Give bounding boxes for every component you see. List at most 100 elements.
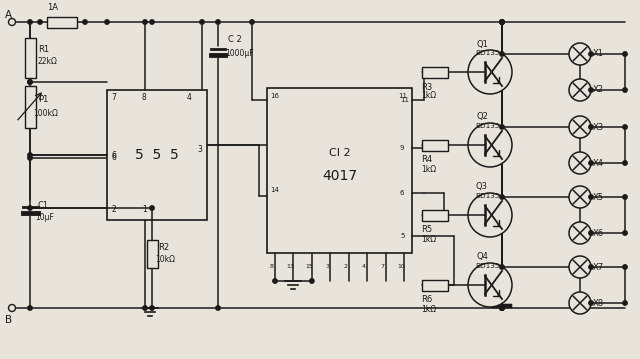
Circle shape bbox=[569, 43, 591, 65]
Text: X3: X3 bbox=[593, 122, 604, 131]
Bar bbox=[422, 210, 448, 220]
Text: 1kΩ: 1kΩ bbox=[421, 304, 436, 313]
Text: BD135: BD135 bbox=[476, 263, 500, 269]
Text: Q4: Q4 bbox=[476, 252, 488, 261]
Circle shape bbox=[310, 279, 314, 283]
Text: 22kΩ: 22kΩ bbox=[38, 57, 58, 66]
Text: R3: R3 bbox=[421, 83, 433, 92]
Text: 1A: 1A bbox=[47, 4, 58, 13]
Circle shape bbox=[83, 20, 87, 24]
Circle shape bbox=[623, 52, 627, 56]
Circle shape bbox=[623, 88, 627, 92]
Circle shape bbox=[250, 20, 254, 24]
Circle shape bbox=[569, 79, 591, 101]
Text: Q3: Q3 bbox=[476, 182, 488, 191]
Circle shape bbox=[38, 20, 42, 24]
Circle shape bbox=[273, 279, 277, 283]
Text: 1000μF: 1000μF bbox=[225, 48, 253, 57]
Circle shape bbox=[589, 161, 593, 165]
Circle shape bbox=[500, 306, 504, 310]
Circle shape bbox=[569, 222, 591, 244]
Circle shape bbox=[468, 123, 512, 167]
Bar bbox=[24, 38, 35, 78]
Text: 10: 10 bbox=[397, 265, 405, 270]
Text: R1: R1 bbox=[38, 46, 49, 55]
Text: X1: X1 bbox=[593, 50, 604, 59]
Circle shape bbox=[569, 256, 591, 278]
Circle shape bbox=[468, 50, 512, 94]
Text: 10μF: 10μF bbox=[35, 214, 54, 223]
Circle shape bbox=[500, 265, 504, 269]
Circle shape bbox=[500, 52, 504, 56]
Circle shape bbox=[623, 161, 627, 165]
Circle shape bbox=[200, 20, 204, 24]
Text: 6: 6 bbox=[400, 190, 404, 196]
Bar bbox=[47, 17, 77, 28]
Circle shape bbox=[500, 20, 504, 24]
Text: 11: 11 bbox=[398, 93, 407, 99]
Text: CI 2: CI 2 bbox=[329, 148, 350, 158]
Text: R4: R4 bbox=[421, 155, 433, 164]
Text: Q1: Q1 bbox=[476, 39, 488, 48]
Text: A: A bbox=[5, 10, 12, 20]
Text: 6: 6 bbox=[111, 153, 116, 162]
Circle shape bbox=[28, 206, 32, 210]
Text: C1: C1 bbox=[38, 200, 49, 210]
Bar bbox=[24, 86, 35, 128]
Circle shape bbox=[623, 125, 627, 129]
Text: BD135: BD135 bbox=[476, 123, 500, 129]
Circle shape bbox=[589, 52, 593, 56]
Circle shape bbox=[468, 193, 512, 237]
Text: BD135: BD135 bbox=[476, 193, 500, 199]
Text: X4: X4 bbox=[593, 159, 604, 168]
Circle shape bbox=[500, 195, 504, 199]
Text: 1kΩ: 1kΩ bbox=[421, 234, 436, 243]
Circle shape bbox=[500, 20, 504, 24]
Text: 2: 2 bbox=[111, 205, 116, 214]
Text: X5: X5 bbox=[593, 192, 604, 201]
Text: 5: 5 bbox=[400, 233, 404, 239]
Circle shape bbox=[150, 206, 154, 210]
Text: 100kΩ: 100kΩ bbox=[33, 109, 58, 118]
Text: 15: 15 bbox=[305, 265, 313, 270]
Text: 5  5  5: 5 5 5 bbox=[135, 148, 179, 162]
Circle shape bbox=[623, 231, 627, 235]
Circle shape bbox=[500, 306, 504, 310]
Circle shape bbox=[216, 306, 220, 310]
Text: 7: 7 bbox=[381, 265, 385, 270]
Text: 2: 2 bbox=[344, 265, 348, 270]
Circle shape bbox=[28, 80, 32, 84]
Circle shape bbox=[500, 20, 504, 24]
Text: 4017: 4017 bbox=[322, 168, 357, 182]
Circle shape bbox=[216, 20, 220, 24]
Circle shape bbox=[589, 301, 593, 305]
Text: BD135: BD135 bbox=[476, 50, 500, 56]
Text: 3: 3 bbox=[325, 265, 330, 270]
Bar bbox=[422, 140, 448, 150]
Circle shape bbox=[8, 304, 15, 312]
Circle shape bbox=[569, 292, 591, 314]
Bar bbox=[422, 66, 448, 78]
Circle shape bbox=[500, 125, 504, 129]
Text: X8: X8 bbox=[593, 298, 604, 308]
Text: 3: 3 bbox=[197, 145, 202, 154]
Circle shape bbox=[623, 301, 627, 305]
Text: R6: R6 bbox=[421, 295, 433, 304]
Circle shape bbox=[500, 306, 504, 310]
Bar bbox=[267, 88, 412, 253]
Circle shape bbox=[28, 20, 32, 24]
Bar bbox=[107, 90, 207, 220]
Text: 1kΩ: 1kΩ bbox=[421, 164, 436, 173]
Text: 1: 1 bbox=[142, 205, 147, 214]
Text: X6: X6 bbox=[593, 228, 604, 238]
Text: 8: 8 bbox=[142, 93, 147, 103]
Circle shape bbox=[589, 195, 593, 199]
Circle shape bbox=[589, 125, 593, 129]
Text: 4: 4 bbox=[362, 265, 366, 270]
Text: R5: R5 bbox=[421, 225, 433, 234]
Circle shape bbox=[500, 306, 504, 310]
Circle shape bbox=[569, 116, 591, 138]
Circle shape bbox=[569, 152, 591, 174]
Text: 13: 13 bbox=[287, 265, 294, 270]
Text: 4: 4 bbox=[187, 93, 192, 103]
